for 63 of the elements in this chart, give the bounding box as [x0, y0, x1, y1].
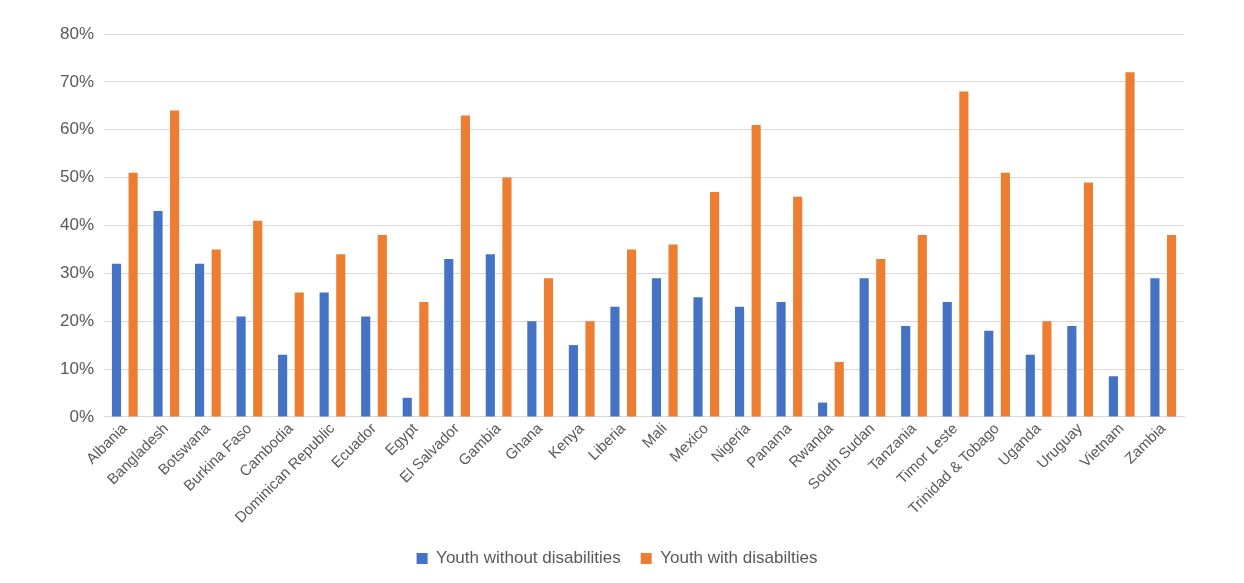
bar	[751, 124, 761, 417]
bar	[361, 316, 371, 417]
y-tick-label: 10%	[59, 358, 95, 378]
bar	[776, 302, 786, 417]
bar	[651, 278, 662, 417]
bar	[128, 172, 138, 417]
bar	[1042, 321, 1052, 417]
y-tick-label: 0%	[69, 406, 95, 426]
bar	[485, 254, 495, 417]
bar	[793, 196, 803, 417]
bar	[901, 326, 911, 417]
bar	[1083, 182, 1094, 417]
y-tick-label: 50%	[59, 167, 95, 187]
y-tick-label: 30%	[59, 263, 95, 283]
bar	[585, 321, 595, 417]
bar	[377, 235, 387, 417]
bar	[626, 249, 637, 417]
bar	[834, 361, 844, 417]
bar	[610, 306, 620, 417]
bar	[294, 292, 304, 417]
y-tick-label: 70%	[59, 71, 95, 91]
bar	[1025, 354, 1035, 417]
bar	[1067, 326, 1077, 417]
bar	[111, 263, 122, 417]
bar	[419, 302, 429, 417]
bar	[278, 354, 288, 417]
bar	[153, 211, 163, 417]
bar	[1166, 235, 1177, 417]
bar	[959, 91, 969, 417]
bar	[194, 263, 205, 417]
bar	[236, 316, 246, 417]
bar	[734, 306, 745, 417]
bar	[917, 235, 927, 417]
legend-label: Youth with disabilties	[660, 548, 818, 568]
bar	[876, 258, 886, 417]
bar	[527, 321, 537, 417]
legend-label: Youth without disabilities	[436, 548, 621, 568]
bar	[211, 249, 221, 417]
bar	[170, 110, 180, 417]
bar	[693, 297, 703, 417]
bar	[444, 258, 454, 417]
bar	[502, 177, 512, 417]
y-tick-label: 20%	[59, 310, 95, 330]
y-tick-label: 80%	[59, 23, 95, 43]
bar	[336, 254, 346, 417]
bar	[818, 402, 828, 417]
bar	[1108, 376, 1118, 417]
bar	[1125, 72, 1135, 417]
bar	[984, 330, 994, 417]
bar	[1000, 172, 1010, 417]
bar	[568, 345, 578, 417]
bar	[859, 278, 869, 417]
bar	[402, 397, 412, 417]
bar	[1150, 278, 1160, 417]
bar	[543, 278, 554, 417]
bar	[942, 302, 952, 417]
bar	[460, 115, 470, 417]
y-tick-label: 40%	[59, 215, 95, 235]
bar	[319, 292, 329, 417]
y-tick-label: 60%	[59, 119, 95, 139]
bar	[668, 244, 678, 417]
bar	[253, 220, 263, 417]
bar	[710, 191, 720, 417]
